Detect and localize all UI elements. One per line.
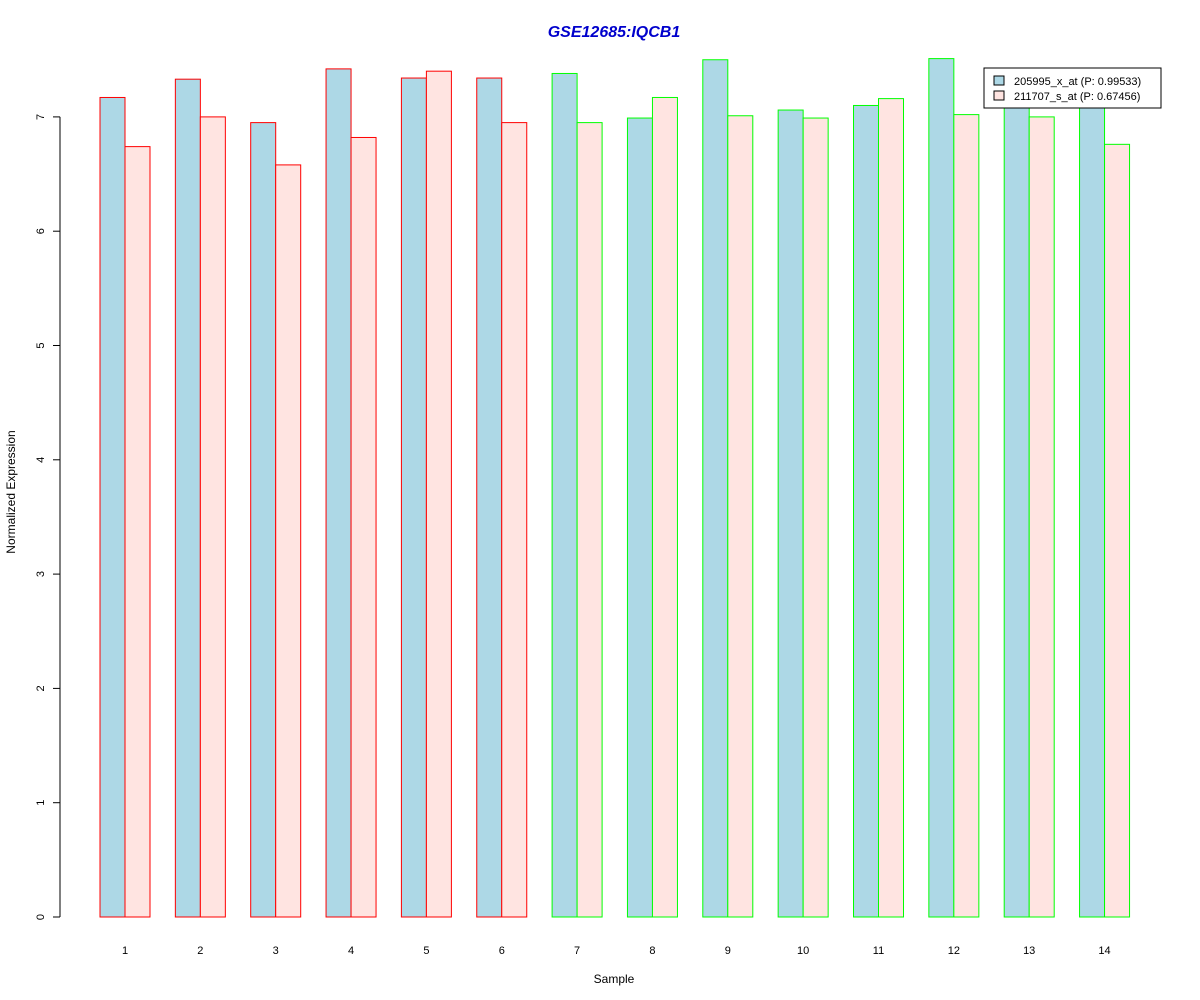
x-tick-label: 14 [1098,945,1110,957]
x-tick-label: 1 [122,945,128,957]
legend-swatch-1 [993,75,1005,86]
legend-swatch-2 [993,90,1005,101]
y-tick-label: 2 [35,685,47,691]
x-axis-tick-labels: 1 2 3 4 5 6 7 8 9 10 11 12 13 14 [122,945,1111,957]
bar-sample-13-series-2 [1028,116,1055,918]
y-tick-label: 1 [35,800,47,806]
y-axis: 0 1 2 3 4 5 6 7 [35,114,61,920]
x-tick-label: 2 [197,945,203,957]
y-tick-label: 6 [35,228,47,234]
bar-sample-2-series-2 [199,116,226,918]
legend: 205995_x_at (P: 0.99533) 211707_s_at (P: … [983,67,1162,109]
x-tick-label: 3 [273,945,279,957]
bar-sample-2-series-1 [174,78,201,918]
y-tick-label: 5 [35,342,47,348]
bar-sample-14-series-2 [1104,143,1131,918]
bar-sample-14-series-1 [1079,104,1106,918]
x-tick-label: 4 [348,945,354,957]
y-tick-label: 3 [35,571,47,577]
bar-sample-5-series-1 [400,77,427,918]
bar-sample-10-series-1 [777,109,804,918]
bar-sample-6-series-1 [476,77,503,918]
bar-sample-4-series-1 [325,68,352,918]
bar-sample-4-series-2 [350,136,377,918]
x-tick-label: 7 [574,945,580,957]
x-tick-label: 5 [423,945,429,957]
x-tick-label: 13 [1023,945,1035,957]
y-tick-label: 4 [35,457,47,463]
bar-sample-5-series-2 [425,70,452,918]
x-tick-label: 6 [499,945,505,957]
x-tick-label: 10 [797,945,809,957]
bars [99,58,1131,918]
bar-sample-7-series-1 [551,72,578,918]
bar-sample-1-series-1 [99,96,126,918]
bar-sample-11-series-2 [878,98,904,918]
x-tick-label: 9 [725,945,731,957]
bar-sample-3-series-1 [250,122,277,918]
legend-box [983,67,1162,109]
x-tick-label: 8 [649,945,655,957]
bar-sample-12-series-1 [928,58,955,918]
bar-sample-12-series-2 [953,114,980,918]
bar-sample-9-series-1 [702,59,729,918]
bar-sample-6-series-2 [501,122,528,918]
bar-sample-8-series-1 [626,117,653,918]
x-tick-label: 11 [873,945,884,957]
bar-sample-7-series-2 [576,122,603,918]
bar-sample-1-series-2 [124,146,151,918]
y-axis-title: Normalized Expression [4,430,18,553]
bar-sample-8-series-2 [651,96,678,918]
y-tick-label: 7 [35,114,47,120]
x-tick-label: 12 [948,945,960,957]
bar-sample-9-series-2 [727,115,754,918]
chart-title: GSE12685:IQCB1 [548,24,681,41]
bar-sample-3-series-2 [275,164,302,918]
legend-label-1: 205995_x_at (P: 0.99533) [1014,76,1141,88]
bar-sample-10-series-2 [802,117,829,918]
legend-label-2: 211707_s_at (P: 0.67456) [1014,91,1140,103]
bar-sample-13-series-1 [1003,102,1030,918]
x-axis-title: Sample [594,972,635,986]
y-tick-label: 0 [35,914,47,920]
bar-sample-11-series-1 [853,104,879,918]
